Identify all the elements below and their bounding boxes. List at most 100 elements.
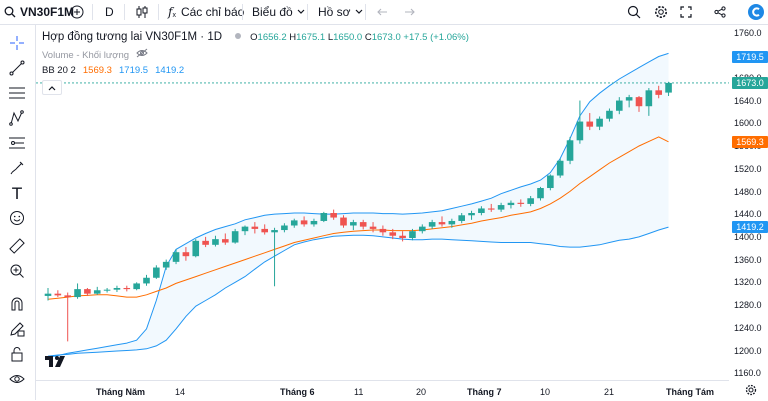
bb-fill-area bbox=[48, 53, 669, 358]
pattern-tool[interactable] bbox=[6, 108, 28, 128]
share-button[interactable] bbox=[714, 0, 726, 24]
fullscreen-button[interactable] bbox=[680, 0, 692, 24]
candle bbox=[478, 206, 485, 216]
settings-button[interactable] bbox=[654, 0, 668, 24]
close-value: 1673.0 bbox=[371, 32, 401, 43]
price-tick-label: 1280.0 bbox=[734, 300, 762, 311]
candle-body bbox=[84, 289, 91, 294]
lock-drawing-tool[interactable] bbox=[6, 319, 28, 339]
candle-body bbox=[556, 160, 564, 176]
bb-lines bbox=[47, 52, 669, 358]
candle bbox=[566, 136, 574, 165]
candle bbox=[468, 210, 475, 220]
candle-body bbox=[645, 90, 653, 107]
candle bbox=[645, 88, 653, 116]
brush-icon bbox=[10, 161, 24, 175]
candle-body bbox=[44, 293, 52, 296]
chart-type-dropdown[interactable]: Biểu đồ bbox=[252, 0, 305, 24]
eye-off-icon[interactable] bbox=[136, 48, 148, 58]
candle-body bbox=[369, 226, 377, 229]
time-axis[interactable]: Tháng Năm 14 Tháng 6 11 20 Tháng 7 10 21… bbox=[36, 380, 729, 401]
candle bbox=[84, 287, 91, 296]
quick-search-button[interactable] bbox=[627, 0, 641, 24]
candle-body bbox=[320, 213, 328, 221]
candle bbox=[537, 186, 544, 201]
candle bbox=[320, 211, 328, 223]
candle bbox=[93, 286, 101, 295]
chart-title[interactable]: Hợp đồng tương lai VN30F1M · 1D bbox=[42, 31, 223, 43]
redo-button[interactable] bbox=[403, 0, 415, 24]
zoom-in-tool[interactable] bbox=[6, 261, 28, 281]
legend-dot bbox=[235, 33, 242, 39]
candle bbox=[202, 236, 209, 248]
last-price-tag: 1673.0 bbox=[732, 76, 768, 89]
high-value: 1675.1 bbox=[296, 32, 326, 43]
candle-body bbox=[162, 261, 170, 268]
bb-label[interactable]: BB 20 2 bbox=[42, 65, 76, 76]
visibility-tool[interactable] bbox=[6, 369, 28, 389]
tradingview-logo[interactable] bbox=[44, 353, 68, 373]
logo-icon bbox=[748, 4, 764, 20]
volume-label[interactable]: Volume - Khối lượng bbox=[42, 50, 130, 61]
bb-upper-tag: 1719.5 bbox=[732, 50, 768, 63]
divider bbox=[307, 4, 308, 20]
interval-button[interactable]: D bbox=[105, 0, 114, 24]
candle bbox=[655, 85, 662, 99]
price-tick-label: 1520.0 bbox=[734, 163, 762, 174]
crosshair-tool[interactable] bbox=[6, 33, 28, 53]
magnet-tool[interactable] bbox=[6, 294, 28, 314]
candle bbox=[399, 231, 406, 242]
candle bbox=[389, 228, 397, 240]
candle-body bbox=[586, 121, 594, 127]
candle-body bbox=[172, 252, 180, 262]
undo-button[interactable] bbox=[377, 0, 389, 24]
candle-body bbox=[93, 290, 101, 294]
lock-tool[interactable] bbox=[6, 344, 28, 364]
collapse-legend-button[interactable] bbox=[42, 80, 62, 95]
candle-body bbox=[310, 220, 318, 225]
candle-style-button[interactable] bbox=[136, 0, 148, 24]
brand-logo[interactable] bbox=[748, 0, 764, 24]
price-tick-label: 1640.0 bbox=[734, 95, 762, 106]
horizontal-lines-tool[interactable] bbox=[6, 83, 28, 103]
candle-body bbox=[655, 90, 662, 95]
candle bbox=[596, 116, 603, 131]
bb-upper-line bbox=[47, 52, 669, 358]
candle bbox=[409, 228, 416, 241]
symbol-search-button[interactable]: VN30F1M bbox=[4, 0, 74, 24]
brush-tool[interactable] bbox=[6, 158, 28, 178]
candle bbox=[625, 94, 633, 108]
function-icon: f bbox=[168, 5, 173, 19]
price-chart[interactable] bbox=[36, 25, 729, 380]
axis-settings-button[interactable] bbox=[745, 384, 759, 398]
candle bbox=[340, 215, 347, 228]
candle-body bbox=[576, 121, 584, 141]
ruler-tool[interactable] bbox=[6, 236, 28, 256]
candle-body bbox=[359, 222, 367, 227]
candle-body bbox=[340, 217, 347, 226]
emoji-tool[interactable] bbox=[6, 208, 28, 228]
candle bbox=[222, 233, 229, 245]
profile-label: Hồ sơ bbox=[318, 5, 351, 19]
search-sparkle-icon bbox=[627, 5, 641, 19]
pattern-icon bbox=[9, 110, 24, 126]
candle bbox=[576, 100, 584, 144]
candle-body bbox=[123, 287, 131, 290]
candle bbox=[123, 285, 131, 292]
compare-symbol-button[interactable] bbox=[70, 0, 84, 24]
close-label: C bbox=[364, 32, 372, 43]
divider bbox=[242, 4, 243, 20]
candle bbox=[350, 219, 357, 231]
tv-logo-icon bbox=[45, 356, 65, 367]
text-tool[interactable]: T bbox=[6, 183, 28, 203]
divider bbox=[158, 4, 159, 20]
time-label: 10 bbox=[540, 387, 551, 397]
forecast-tool[interactable] bbox=[6, 133, 28, 153]
trend-line-tool[interactable] bbox=[6, 58, 28, 78]
divider bbox=[124, 4, 125, 20]
magnet-icon bbox=[11, 297, 23, 311]
candle bbox=[586, 113, 594, 131]
profile-dropdown[interactable]: Hồ sơ bbox=[318, 0, 363, 24]
